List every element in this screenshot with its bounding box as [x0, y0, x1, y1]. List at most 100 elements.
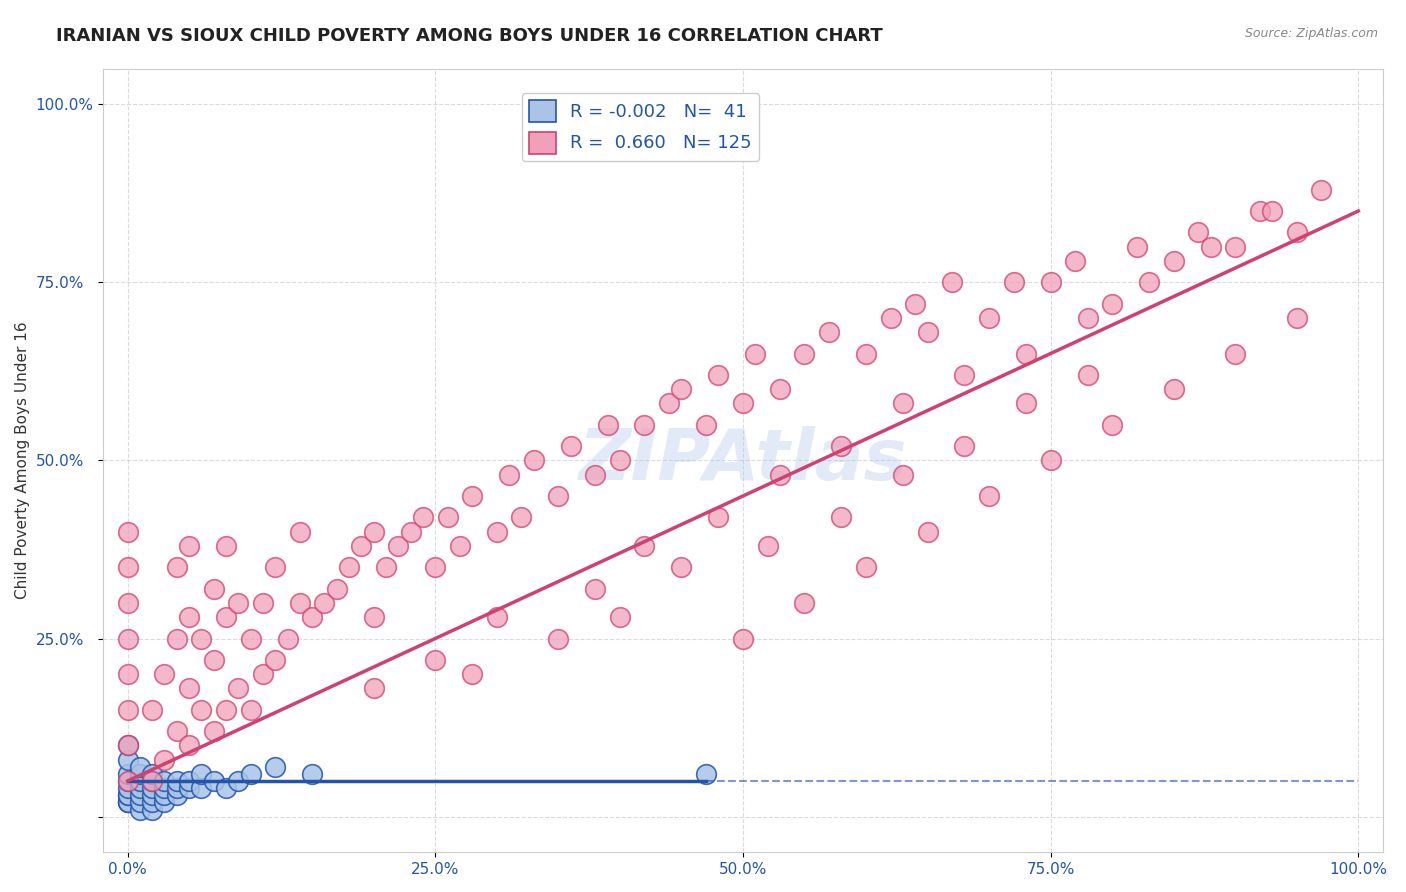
Text: IRANIAN VS SIOUX CHILD POVERTY AMONG BOYS UNDER 16 CORRELATION CHART: IRANIAN VS SIOUX CHILD POVERTY AMONG BOY…: [56, 27, 883, 45]
Point: [166, 774, 188, 789]
Point: [707, 510, 730, 524]
Point: [177, 610, 200, 624]
Point: [1015, 396, 1038, 410]
Point: [461, 489, 484, 503]
Point: [830, 439, 852, 453]
Point: [350, 539, 373, 553]
Point: [1077, 368, 1099, 382]
Point: [239, 703, 262, 717]
Point: [793, 596, 815, 610]
Point: [177, 539, 200, 553]
Point: [264, 760, 287, 774]
Point: [609, 453, 631, 467]
Point: [1101, 417, 1123, 432]
Point: [485, 524, 508, 539]
Point: [288, 596, 311, 610]
Point: [449, 539, 471, 553]
Point: [226, 596, 249, 610]
Point: [226, 774, 249, 789]
Point: [141, 774, 163, 789]
Point: [239, 632, 262, 646]
Point: [166, 632, 188, 646]
Point: [523, 453, 546, 467]
Point: [190, 767, 212, 781]
Point: [117, 524, 139, 539]
Point: [744, 346, 766, 360]
Point: [1163, 382, 1185, 396]
Point: [177, 781, 200, 796]
Point: [977, 310, 1000, 325]
Point: [375, 560, 398, 574]
Point: [117, 796, 139, 810]
Point: [977, 489, 1000, 503]
Point: [128, 789, 150, 803]
Point: [891, 467, 914, 482]
Point: [117, 739, 139, 753]
Point: [1310, 183, 1333, 197]
Point: [363, 681, 385, 696]
Point: [596, 417, 619, 432]
Point: [117, 739, 139, 753]
Point: [436, 510, 458, 524]
Point: [117, 632, 139, 646]
Point: [337, 560, 360, 574]
Point: [128, 796, 150, 810]
Point: [425, 653, 447, 667]
Point: [731, 396, 754, 410]
Point: [583, 582, 606, 596]
Point: [1163, 253, 1185, 268]
Point: [633, 417, 655, 432]
Point: [141, 803, 163, 817]
Point: [769, 467, 792, 482]
Point: [128, 767, 150, 781]
Point: [695, 417, 717, 432]
Point: [141, 703, 163, 717]
Point: [818, 325, 841, 339]
Point: [830, 510, 852, 524]
Point: [855, 346, 877, 360]
Point: [239, 767, 262, 781]
Point: [917, 524, 939, 539]
Point: [1225, 346, 1247, 360]
Point: [190, 781, 212, 796]
Point: [177, 739, 200, 753]
Point: [1285, 226, 1308, 240]
Point: [412, 510, 434, 524]
Point: [141, 781, 163, 796]
Point: [141, 789, 163, 803]
Point: [215, 703, 238, 717]
Point: [941, 275, 963, 289]
Point: [953, 368, 976, 382]
Point: [461, 667, 484, 681]
Point: [510, 510, 533, 524]
Point: [202, 774, 225, 789]
Point: [177, 774, 200, 789]
Point: [153, 796, 176, 810]
Point: [793, 346, 815, 360]
Point: [117, 560, 139, 574]
Point: [128, 803, 150, 817]
Point: [153, 774, 176, 789]
Point: [609, 610, 631, 624]
Point: [387, 539, 409, 553]
Point: [117, 767, 139, 781]
Point: [252, 667, 274, 681]
Point: [904, 296, 927, 310]
Point: [498, 467, 520, 482]
Point: [128, 760, 150, 774]
Point: [301, 767, 323, 781]
Point: [695, 767, 717, 781]
Point: [117, 774, 139, 789]
Legend: R = -0.002   N=  41, R =  0.660   N= 125: R = -0.002 N= 41, R = 0.660 N= 125: [522, 94, 759, 161]
Point: [671, 560, 693, 574]
Point: [583, 467, 606, 482]
Point: [277, 632, 299, 646]
Point: [314, 596, 336, 610]
Point: [1249, 204, 1271, 219]
Point: [399, 524, 422, 539]
Point: [1077, 310, 1099, 325]
Point: [633, 539, 655, 553]
Point: [301, 610, 323, 624]
Point: [166, 781, 188, 796]
Point: [117, 703, 139, 717]
